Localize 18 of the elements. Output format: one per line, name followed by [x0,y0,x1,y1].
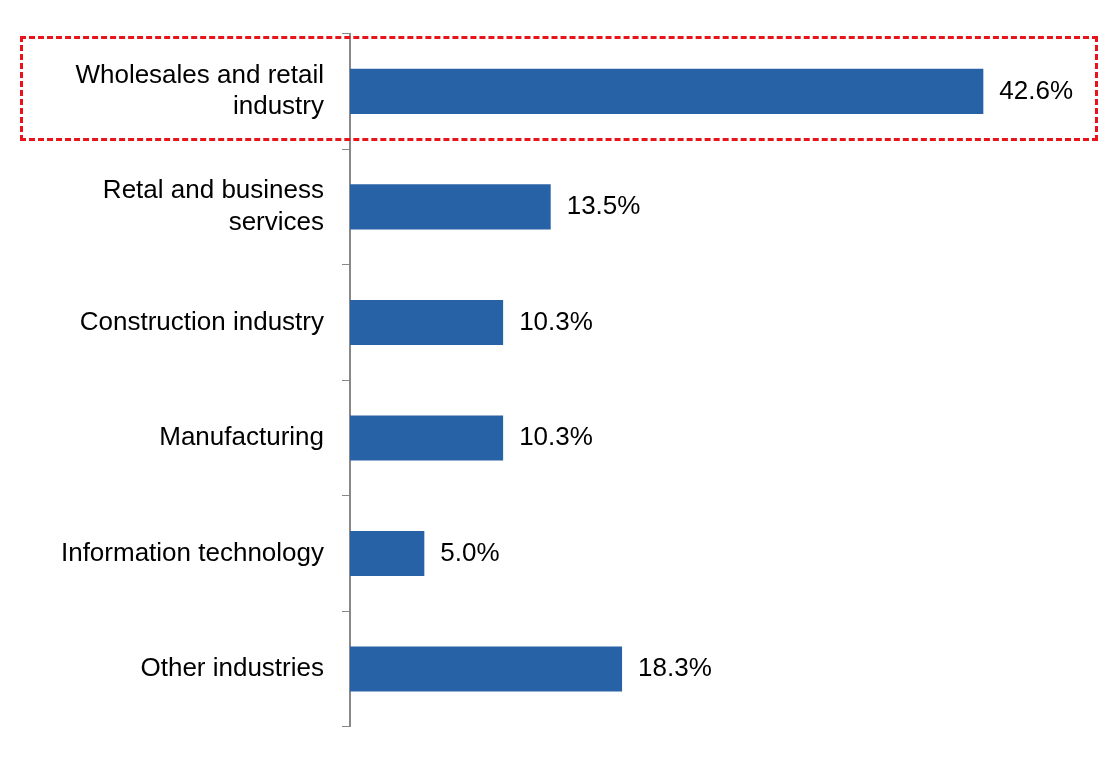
bar [350,415,504,461]
bar [350,184,551,230]
bar [350,530,425,577]
y-tick-label: Information technology [60,536,324,567]
y-tick-label: Other industries [140,652,324,683]
data-label: 10.3% [519,421,593,452]
y-tick-label: Manufacturing [159,421,324,452]
bar [350,646,623,692]
y-tick-label: Retal and business services [102,174,324,236]
data-label: 13.5% [566,190,641,221]
bar [350,68,984,114]
data-label: 5.0% [440,536,500,567]
data-label: 18.3% [638,652,712,683]
data-label: 10.3% [519,305,593,336]
y-tick-label: Construction industry [79,305,324,336]
bar [350,299,504,345]
data-label: 42.6% [999,74,1074,105]
y-tick-label: Wholesales and retail industry [75,58,324,121]
